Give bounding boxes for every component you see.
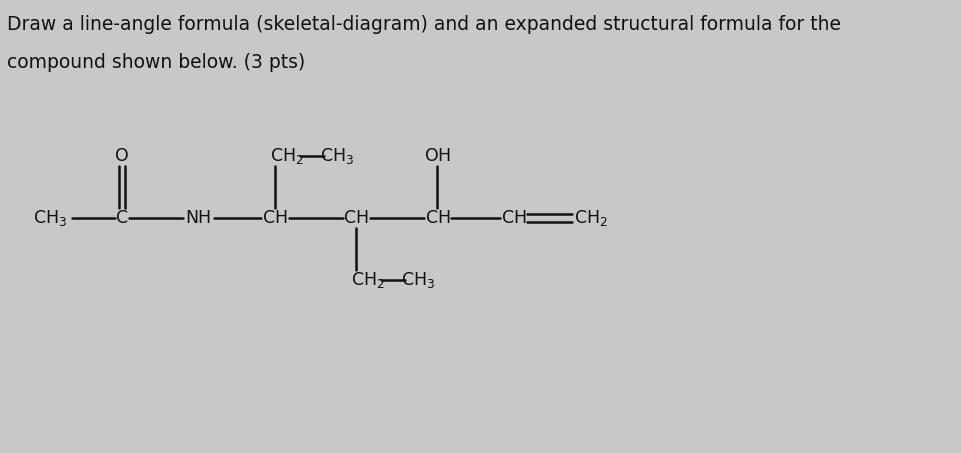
- Text: $\mathregular{CH_3}$: $\mathregular{CH_3}$: [320, 146, 354, 166]
- Text: $\mathregular{CH_2}$: $\mathregular{CH_2}$: [269, 146, 304, 166]
- Text: $\mathregular{CH}$: $\mathregular{CH}$: [424, 209, 450, 227]
- Text: $\mathregular{CH_2}$: $\mathregular{CH_2}$: [351, 270, 384, 290]
- Text: $\mathregular{OH}$: $\mathregular{OH}$: [423, 147, 451, 165]
- Text: $\mathregular{CH}$: $\mathregular{CH}$: [343, 209, 368, 227]
- Text: $\mathregular{CH_2}$: $\mathregular{CH_2}$: [573, 208, 606, 228]
- Text: $\mathregular{CH}$: $\mathregular{CH}$: [501, 209, 526, 227]
- Text: $\mathregular{O}$: $\mathregular{O}$: [114, 147, 129, 165]
- Text: $\mathregular{CH_3}$: $\mathregular{CH_3}$: [401, 270, 435, 290]
- Text: $\mathregular{C}$: $\mathregular{C}$: [115, 209, 128, 227]
- Text: compound shown below. (3 pts): compound shown below. (3 pts): [7, 53, 306, 72]
- Text: $\mathregular{NH}$: $\mathregular{NH}$: [185, 209, 211, 227]
- Text: $\mathregular{CH}$: $\mathregular{CH}$: [262, 209, 287, 227]
- Text: Draw a line-angle formula (skeletal-diagram) and an expanded structural formula : Draw a line-angle formula (skeletal-diag…: [7, 15, 840, 34]
- Text: $\mathregular{CH_3}$: $\mathregular{CH_3}$: [33, 208, 66, 228]
